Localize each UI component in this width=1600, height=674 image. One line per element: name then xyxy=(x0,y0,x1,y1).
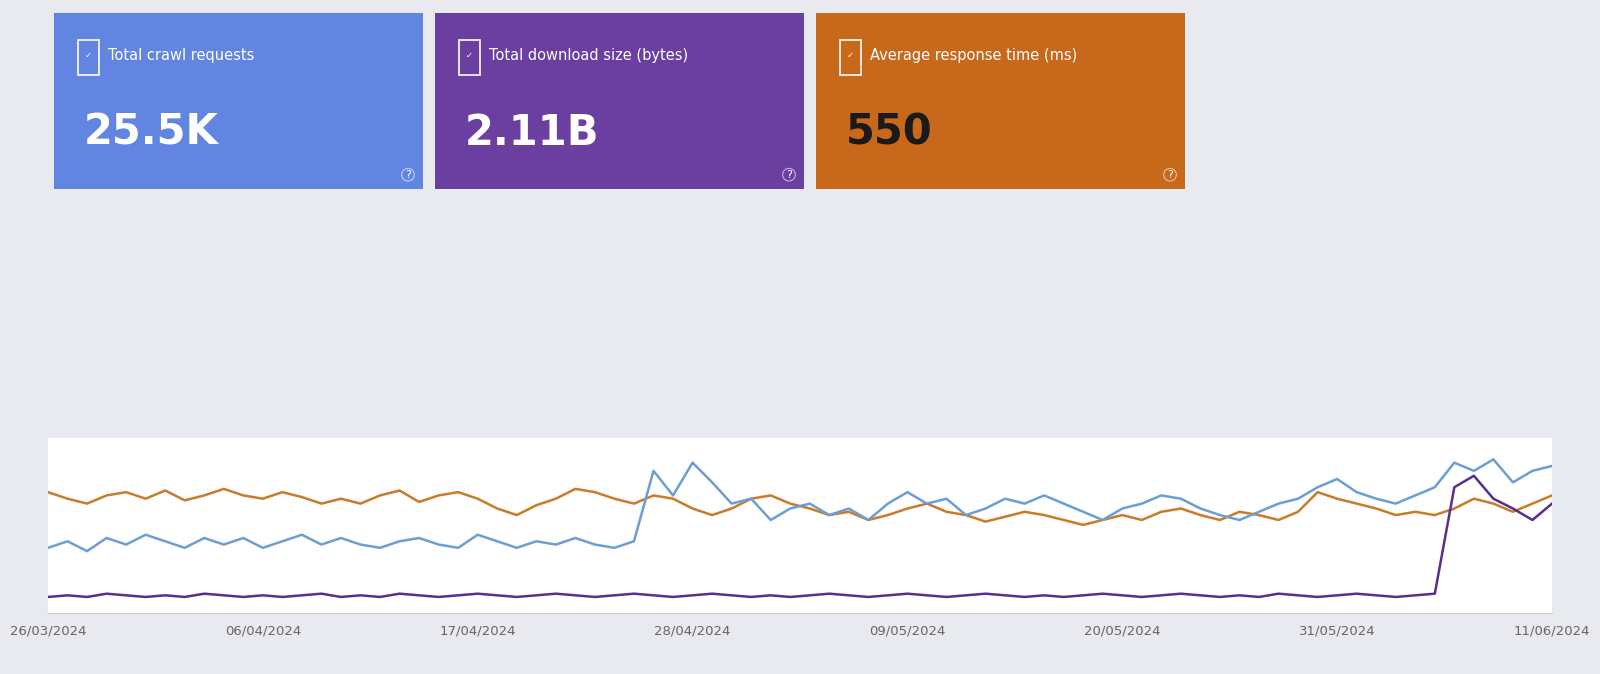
Text: ✓: ✓ xyxy=(85,51,93,60)
Text: Total crawl requests: Total crawl requests xyxy=(109,48,254,63)
FancyBboxPatch shape xyxy=(435,13,805,189)
Text: ?: ? xyxy=(405,170,411,180)
Text: Total download size (bytes): Total download size (bytes) xyxy=(490,48,688,63)
Text: Average response time (ms): Average response time (ms) xyxy=(870,48,1077,63)
Text: 2.11B: 2.11B xyxy=(466,112,600,154)
Text: 550: 550 xyxy=(846,112,933,154)
Text: ✓: ✓ xyxy=(466,51,474,60)
Text: ✓: ✓ xyxy=(846,51,854,60)
Text: ?: ? xyxy=(1166,170,1173,180)
FancyBboxPatch shape xyxy=(816,13,1186,189)
FancyBboxPatch shape xyxy=(54,13,422,189)
Text: 25.5K: 25.5K xyxy=(85,112,219,154)
Text: ?: ? xyxy=(786,170,792,180)
